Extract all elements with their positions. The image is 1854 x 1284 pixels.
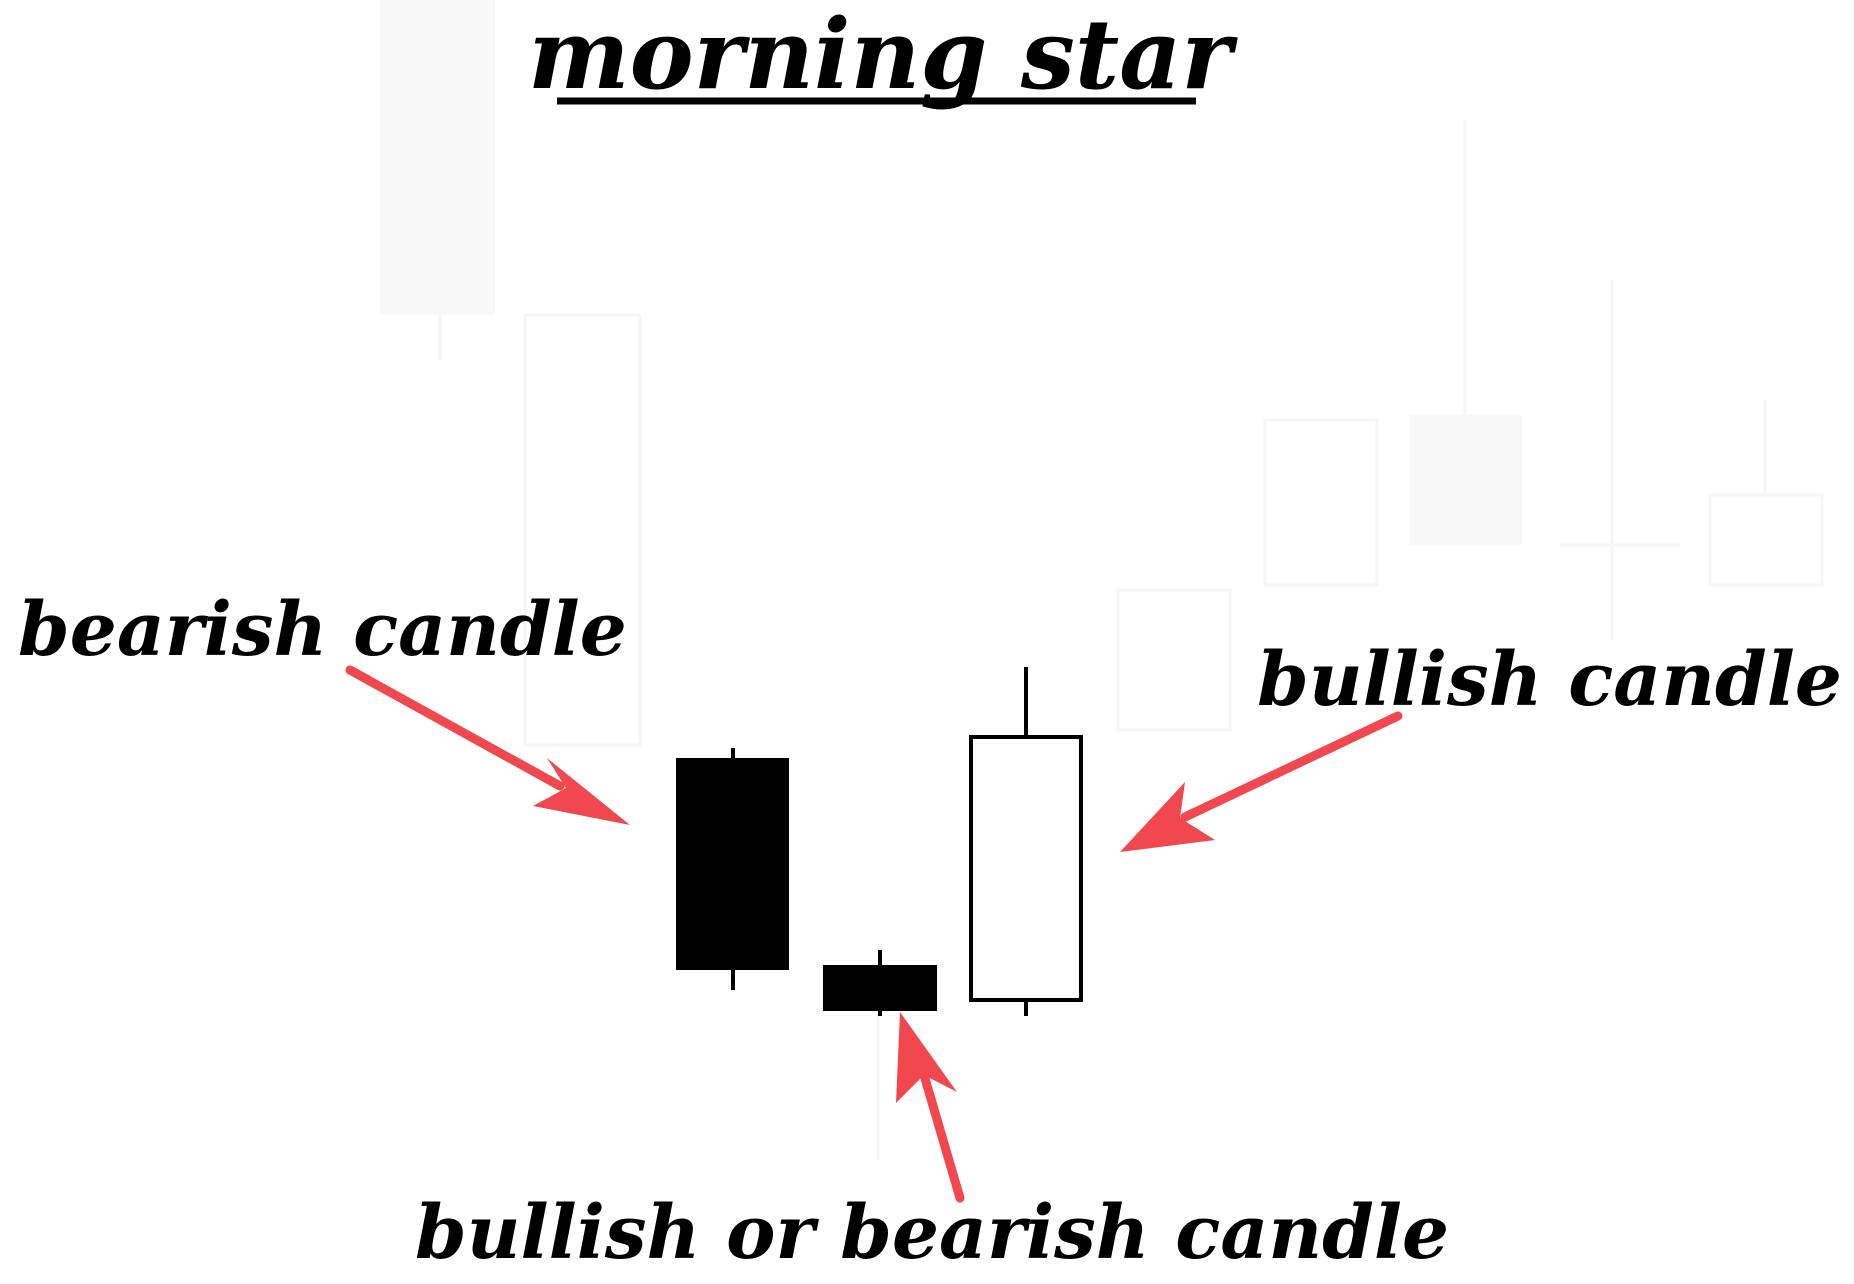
label-bullish-candle: bullish candle — [1257, 637, 1842, 723]
candle-bullish — [969, 667, 1083, 1016]
title: morning star — [528, 0, 1238, 111]
label-bullish-or-bearish-candle: bullish or bearish candle — [415, 1190, 1449, 1276]
candle-star-body — [823, 965, 937, 1011]
candle-star — [823, 950, 937, 1016]
candle-bearish-body — [676, 758, 789, 970]
faint-background-chart — [380, 0, 1824, 1160]
arrow-to-bearish-candle — [345, 665, 630, 825]
label-bearish-candle: bearish candle — [18, 587, 627, 673]
title-text: morning star — [528, 0, 1238, 111]
arrows — [345, 665, 1403, 1203]
arrow-to-star-candle — [896, 1012, 965, 1203]
candle-bullish-body — [969, 735, 1083, 1002]
arrow-to-bullish-candle — [1120, 711, 1403, 852]
candle-bearish — [676, 748, 789, 990]
